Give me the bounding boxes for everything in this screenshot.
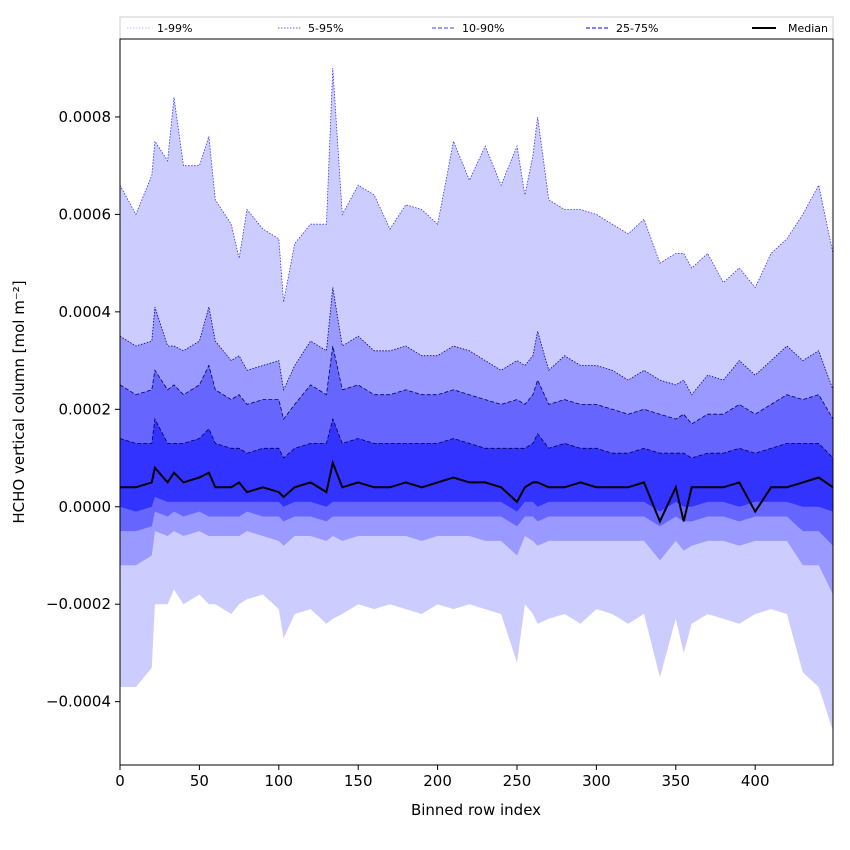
y-tick-label: 0.0004 <box>59 303 112 321</box>
x-tick-label: 200 <box>423 772 452 790</box>
chart-legend: 1-99% 5-95% 10-90% 25-75% Median <box>119 16 834 40</box>
x-axis-label: Binned row index <box>411 801 541 819</box>
x-tick-label: 100 <box>264 772 293 790</box>
legend-label: 1-99% <box>157 22 192 35</box>
band-upper-edge-25-75% <box>120 417 833 459</box>
x-tick-label: 350 <box>661 772 690 790</box>
legend-label: 10-90% <box>462 22 504 35</box>
y-tick-label: −0.0004 <box>46 693 111 711</box>
x-axis-ticks: 0 50 100 150 200 250 300 350 400 <box>115 765 770 790</box>
y-tick-label: 0.0000 <box>59 498 112 516</box>
x-tick-label: 0 <box>115 772 125 790</box>
y-tick-label: −0.0002 <box>46 595 111 613</box>
legend-label: Median <box>788 22 828 35</box>
band-upper-edge-1-99% <box>120 68 833 303</box>
legend-items: 1-99% 5-95% 10-90% 25-75% Median <box>127 22 828 35</box>
median-line <box>120 459 833 524</box>
y-axis-label: HCHO vertical column [mol m⁻²] <box>10 280 28 523</box>
x-tick-label: 250 <box>503 772 532 790</box>
y-tick-label: 0.0002 <box>59 400 112 418</box>
y-axis-ticks: −0.0004 −0.0002 0.0000 0.0002 0.0004 0.0006 0.… <box>46 108 120 711</box>
x-tick-label: 150 <box>344 772 373 790</box>
plot-frame <box>119 38 834 766</box>
x-tick-label: 300 <box>582 772 611 790</box>
y-tick-label: 0.0008 <box>59 108 112 126</box>
percentile-bands <box>120 68 833 731</box>
band-upper-edge-5-95% <box>120 287 833 396</box>
x-tick-label: 50 <box>190 772 209 790</box>
legend-label: 25-75% <box>616 22 658 35</box>
y-tick-label: 0.0006 <box>59 205 112 223</box>
x-tick-label: 400 <box>741 772 770 790</box>
legend-label: 5-95% <box>308 22 343 35</box>
band-25-75% <box>120 419 833 512</box>
median-series <box>120 459 833 524</box>
band-upper-edge-10-90% <box>120 345 833 425</box>
